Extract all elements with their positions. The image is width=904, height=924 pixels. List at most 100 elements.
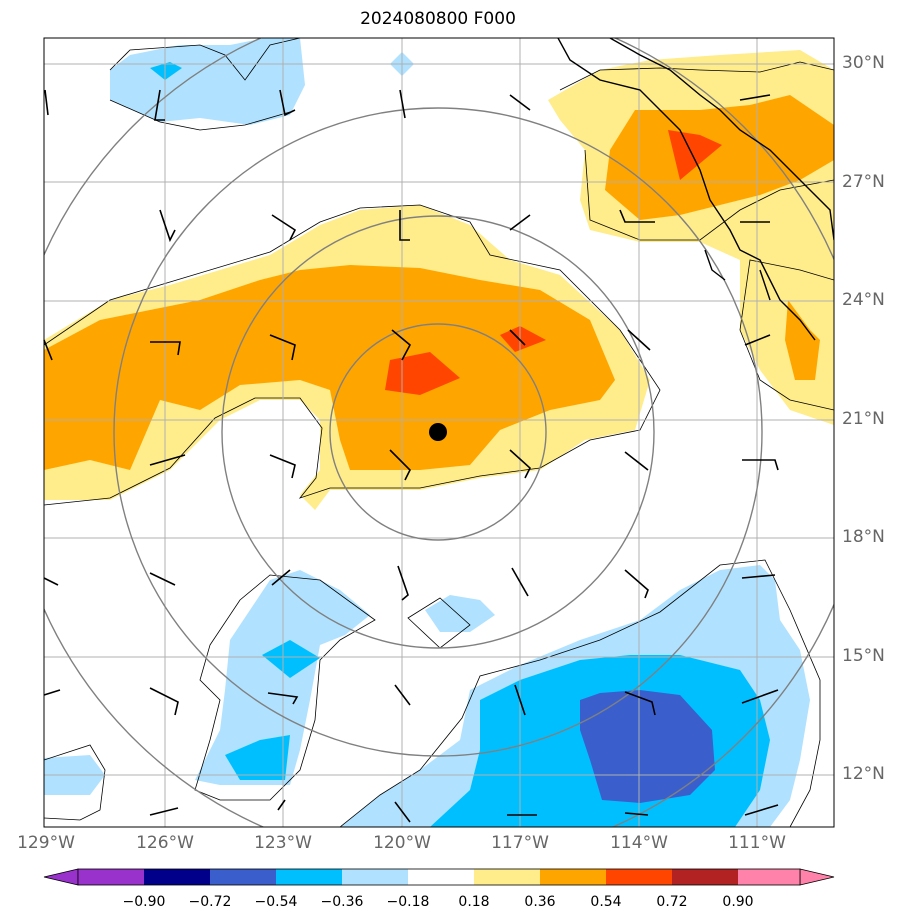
- wind-barb: [394, 801, 411, 823]
- wind-barb: [399, 210, 410, 241]
- storm-center-dot: [429, 423, 447, 441]
- wind-barb: [159, 209, 176, 243]
- contour-fill-ne-orange-2: [785, 300, 820, 380]
- lon-label-111w: 111°W: [728, 833, 786, 853]
- colorbar-tick: −0.90: [122, 894, 166, 910]
- lon-label-120w: 120°W: [373, 833, 431, 853]
- wind-barb: [509, 329, 526, 346]
- wind-barb: [741, 689, 779, 704]
- coastline-baja: [557, 38, 816, 341]
- contour-line-se: [339, 559, 821, 827]
- colorbar-tick: −0.72: [188, 894, 232, 910]
- ring-2: [221, 215, 655, 649]
- wind-barb: [271, 569, 291, 586]
- lon-label-129w: 129°W: [17, 833, 75, 853]
- wind-barb: [271, 214, 297, 241]
- wind-barb: [511, 567, 529, 597]
- wind-barb: [269, 454, 296, 479]
- contour-fill-nw-blue: [150, 62, 182, 80]
- lat-label-21n: 21°N: [842, 409, 885, 429]
- wind-barb: [149, 572, 176, 586]
- colorbar-bin: [540, 869, 606, 885]
- distance-rings: [44, 38, 834, 827]
- lon-label-117w: 117°W: [491, 833, 549, 853]
- wind-barb: [149, 807, 179, 816]
- ring-inner: [329, 323, 547, 541]
- colorbar-tick: 0.72: [656, 894, 688, 910]
- colorbar-extend-right: [799, 868, 835, 886]
- wind-barb: [277, 799, 286, 811]
- lat-label-30n: 30°N: [842, 53, 885, 73]
- wind-barb: [627, 329, 651, 351]
- wind-barb: [397, 565, 409, 601]
- contour-fill-ne-red: [668, 130, 722, 180]
- contour-lines: [44, 38, 834, 827]
- colorbar-bin: [474, 869, 540, 885]
- contour-line-farwest: [44, 744, 106, 821]
- colorbar-tick: −0.54: [254, 894, 298, 910]
- coastline-small: [704, 249, 771, 301]
- contour-fill-ne-orange: [605, 95, 834, 220]
- lat-label-27n: 27°N: [842, 172, 885, 192]
- colorbar: [43, 868, 835, 886]
- colorbar-bin: [672, 869, 738, 885]
- wind-barb: [267, 692, 299, 705]
- lon-label-123w: 123°W: [254, 833, 312, 853]
- colorbar-tick: −0.18: [386, 894, 430, 910]
- wind-barb: [44, 89, 49, 116]
- contour-fill-red-core: [385, 352, 460, 395]
- wind-barb: [619, 209, 655, 223]
- wind-barb: [269, 334, 296, 361]
- wind-barb: [394, 684, 411, 706]
- wind-barb: [149, 454, 186, 466]
- colorbar-bin: [144, 869, 210, 885]
- wind-barb: [43, 577, 59, 586]
- contour-line-ne: [559, 61, 834, 411]
- contour-line-nw: [109, 38, 301, 131]
- contour-fill-nw-lightblue: [110, 38, 305, 125]
- colorbar-bin: [738, 869, 800, 885]
- wind-barb: [624, 812, 649, 816]
- contour-line-main: [44, 204, 661, 506]
- wind-barb: [509, 449, 531, 479]
- coastline: [557, 38, 834, 341]
- colorbar-tick: −0.36: [320, 894, 364, 910]
- lon-label-126w: 126°W: [136, 833, 194, 853]
- colorbar-bin: [78, 869, 144, 885]
- map-frame: [43, 37, 835, 828]
- colorbar-bin: [342, 869, 408, 885]
- wind-barb: [739, 94, 771, 101]
- colorbar-extend-left: [43, 868, 79, 886]
- map-title: 2024080800 F000: [360, 9, 516, 29]
- wind-barb: [514, 684, 526, 716]
- colorbar-bin: [606, 869, 672, 885]
- wind-barb: [279, 89, 296, 117]
- wind-barb: [744, 334, 771, 346]
- contour-fill-sw-blue: [262, 640, 320, 678]
- colorbar-bin: [276, 869, 342, 885]
- lat-label-12n: 12°N: [842, 764, 885, 784]
- lat-label-18n: 18°N: [842, 527, 885, 547]
- wind-barb: [389, 449, 411, 481]
- wind-barb: [624, 691, 656, 716]
- colorbar-tick: 0.90: [722, 894, 754, 910]
- lat-label-15n: 15°N: [842, 646, 885, 666]
- colorbar-tick: 0.36: [524, 894, 556, 910]
- wind-barb: [43, 339, 53, 361]
- contour-line-ne-2: [584, 149, 834, 241]
- wind-barb: [150, 341, 181, 356]
- colorbar-tick: 0.18: [458, 894, 490, 910]
- wind-barb: [399, 89, 406, 119]
- contour-fill-orange-band: [44, 265, 615, 470]
- contour-line-center-box: [407, 597, 471, 649]
- coastline-mainland: [609, 38, 834, 241]
- wind-barb: [744, 804, 779, 816]
- wind-barb: [741, 574, 776, 579]
- wind-barb: [391, 329, 412, 361]
- contour-fill-sw-blue-2: [225, 735, 290, 780]
- colorbar-frame: [77, 868, 801, 886]
- colorbar-bin: [408, 869, 474, 885]
- wind-barb: [509, 94, 531, 111]
- wind-barb: [742, 459, 779, 471]
